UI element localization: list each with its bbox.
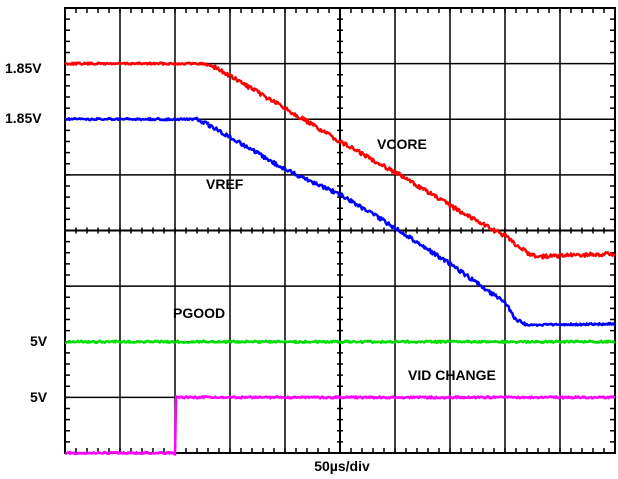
trace-vref <box>64 116 616 328</box>
level-label-vref: 1.85V <box>5 110 42 126</box>
trace-label-vcore: VCORE <box>377 136 427 152</box>
trace-vcore <box>64 61 616 260</box>
trace-pgood <box>64 339 616 344</box>
trace-vid_change <box>64 395 616 456</box>
level-label-pgood: 5V <box>30 333 48 349</box>
level-label-vid-change: 5V <box>30 389 48 405</box>
traces <box>64 61 616 456</box>
x-axis-label: 50µs/div <box>314 458 370 474</box>
trace-label-vref: VREF <box>206 176 244 192</box>
trace-label-vid-change: VID CHANGE <box>408 367 496 383</box>
trace-label-pgood: PGOOD <box>173 305 225 321</box>
grid <box>64 7 616 454</box>
level-label-vcore: 1.85V <box>5 60 42 76</box>
